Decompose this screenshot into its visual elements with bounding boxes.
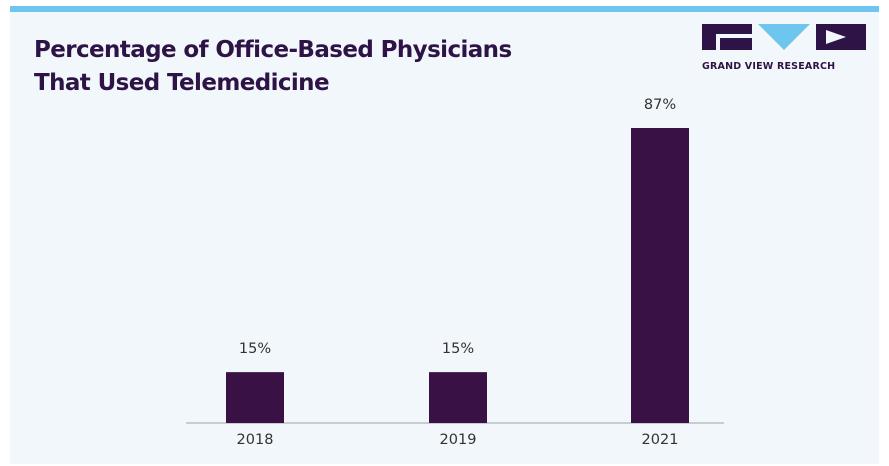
chart-title-line-2: That Used Telemedicine — [34, 70, 330, 96]
bar-2019 — [429, 372, 487, 423]
value-label-2018: 15% — [239, 341, 271, 357]
category-label-2019: 2019 — [440, 432, 477, 448]
bars-group — [226, 128, 689, 423]
logo-text: GRAND VIEW RESEARCH — [702, 61, 836, 72]
bar-2021 — [631, 128, 689, 423]
bar-2018 — [226, 372, 284, 423]
category-label-2018: 2018 — [237, 432, 274, 448]
grand-view-research-logo: GRAND VIEW RESEARCH — [702, 22, 872, 82]
value-label-2019: 15% — [442, 341, 474, 357]
logo-mark-icon — [702, 24, 866, 50]
chart-title: Percentage of Office-Based Physicians Th… — [34, 34, 512, 100]
category-label-2021: 2021 — [642, 432, 679, 448]
category-labels-group: 2018 2019 2021 — [237, 432, 679, 448]
value-labels-group: 15% 15% 87% — [239, 97, 676, 357]
chart-title-line-1: Percentage of Office-Based Physicians — [34, 37, 512, 63]
value-label-2021: 87% — [644, 97, 676, 113]
